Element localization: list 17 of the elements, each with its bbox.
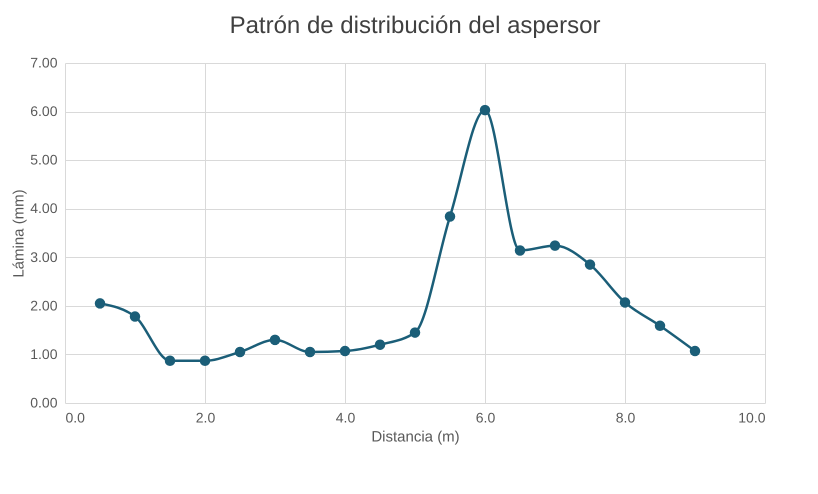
x-tick-label: 4.0 [336,410,356,426]
x-tick-label: 2.0 [196,410,216,426]
x-tick-label: 6.0 [476,410,496,426]
x-tick-label: 8.0 [616,410,636,426]
y-tick-label: 3.00 [30,248,58,265]
y-tick-label: 5.00 [30,152,58,168]
x-axis-title: Distancia (m) [371,428,460,446]
x-tick-label: 0.0 [66,410,86,426]
y-tick-label: 1.00 [30,346,58,362]
y-axis-title: Lámina (mm) [10,189,28,278]
y-tick-label: 7.00 [30,54,58,70]
y-tick-label: 2.00 [30,297,58,314]
y-tick-label: 6.00 [30,103,58,120]
chart-title: Patrón de distribución del aspersor [230,12,600,39]
y-tick-label: 0.00 [30,394,58,410]
y-tick-label: 4.00 [30,200,58,216]
x-tick-label: 10.0 [738,410,766,426]
